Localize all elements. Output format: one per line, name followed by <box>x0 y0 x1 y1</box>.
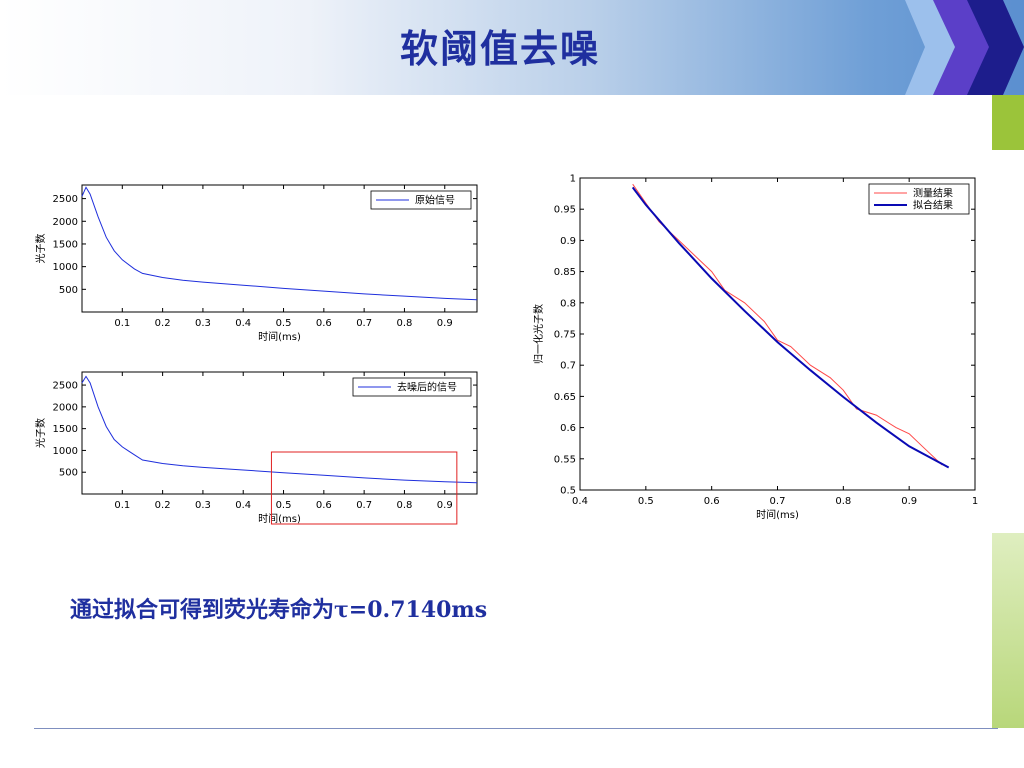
x-axis-label: 时间(ms) <box>258 512 301 525</box>
chevron-front <box>967 0 1024 95</box>
x-tick-label: 0.7 <box>356 500 372 511</box>
conclusion-text: 通过拟合可得到荧光寿命为τ=0.7140ms <box>70 597 488 623</box>
x-tick-label: 0.4 <box>235 500 251 511</box>
x-tick-label: 0.1 <box>114 318 130 329</box>
x-tick-label: 0.5 <box>276 500 292 511</box>
y-tick-label: 0.55 <box>554 454 576 465</box>
slide-title: 软阈值去噪 <box>399 26 600 71</box>
y-tick-label: 0.65 <box>554 392 576 403</box>
y-tick-label: 1 <box>570 174 576 185</box>
x-tick-label: 0.2 <box>155 500 171 511</box>
x-axis-label: 时间(ms) <box>258 330 301 343</box>
y-tick-label: 1000 <box>53 446 78 457</box>
x-tick-label: 0.5 <box>638 496 654 507</box>
y-axis-label: 光子数 <box>34 418 47 448</box>
legend-label: 去噪后的信号 <box>397 381 457 394</box>
green-accent-strip-lower <box>992 533 1024 728</box>
y-tick-label: 500 <box>59 468 78 479</box>
x-tick-label: 0.4 <box>235 318 251 329</box>
x-tick-label: 0.6 <box>316 318 332 329</box>
x-tick-label: 0.3 <box>195 500 211 511</box>
lifetime-fit-chart: 0.4 0.5 0.6 0.7 0.8 0.9 10.50.550.60.650.70.75… <box>532 174 978 522</box>
plot-frame <box>579 177 976 491</box>
chevron-decoration <box>905 0 1024 95</box>
original-signal-chart: 0.1 0.2 0.3 0.4 0.5 0.6 0.7 0.8 0.9 500 1000 1500 20… <box>34 184 478 343</box>
y-tick-label: 0.6 <box>560 423 576 434</box>
highlight-box <box>270 451 458 525</box>
y-tick-label: 1000 <box>53 262 78 273</box>
x-axis-label: 时间(ms) <box>756 508 799 521</box>
x-tick-label: 0.1 <box>114 500 130 511</box>
y-tick-label: 2500 <box>53 381 78 392</box>
series-line <box>81 375 478 484</box>
x-tick-label: 0.4 <box>572 496 588 507</box>
legend-label: 测量结果 <box>913 187 953 200</box>
denoised-signal-chart: 0.1 0.2 0.3 0.4 0.5 0.6 0.7 0.8 0.9 500 1000 1500 20… <box>34 371 478 525</box>
x-tick-label: 1 <box>972 496 978 507</box>
x-tick-label: 0.2 <box>155 318 171 329</box>
chevron-middle <box>933 0 991 95</box>
y-axis-label: 光子数 <box>34 234 47 264</box>
footer-divider <box>34 728 998 729</box>
x-tick-label: 0.8 <box>396 318 412 329</box>
x-tick-label: 0.8 <box>396 500 412 511</box>
y-tick-label: 1500 <box>53 424 78 435</box>
legend-label: 拟合结果 <box>913 199 953 212</box>
legend-label: 原始信号 <box>415 194 455 207</box>
x-tick-label: 0.7 <box>356 318 372 329</box>
y-tick-label: 0.7 <box>560 361 576 372</box>
header-band <box>0 0 1024 95</box>
green-accent-strip <box>992 95 1024 150</box>
y-tick-label: 0.9 <box>560 236 576 247</box>
y-tick-label: 0.85 <box>554 267 576 278</box>
x-tick-label: 0.9 <box>901 496 917 507</box>
x-tick-label: 0.8 <box>835 496 851 507</box>
legend-box <box>370 190 472 210</box>
y-tick-label: 0.95 <box>554 205 576 216</box>
series-line <box>632 183 943 466</box>
y-axis-label: 归一化光子数 <box>532 304 545 364</box>
x-tick-label: 0.6 <box>704 496 720 507</box>
x-tick-label: 0.3 <box>195 318 211 329</box>
y-tick-label: 1500 <box>53 239 78 250</box>
y-tick-label: 0.75 <box>554 330 576 341</box>
series-line <box>81 186 478 301</box>
legend-box <box>352 377 472 397</box>
x-tick-label: 0.7 <box>770 496 786 507</box>
series-line <box>631 186 950 469</box>
legend-box <box>868 183 970 215</box>
x-tick-label: 0.6 <box>316 500 332 511</box>
x-tick-label: 0.5 <box>276 318 292 329</box>
y-tick-label: 2500 <box>53 194 78 205</box>
y-tick-label: 2000 <box>53 217 78 228</box>
x-tick-label: 0.9 <box>437 318 453 329</box>
y-tick-label: 0.5 <box>560 486 576 497</box>
y-tick-label: 500 <box>59 285 78 296</box>
x-tick-label: 0.9 <box>437 500 453 511</box>
y-tick-label: 0.8 <box>560 298 576 309</box>
y-tick-label: 2000 <box>53 402 78 413</box>
